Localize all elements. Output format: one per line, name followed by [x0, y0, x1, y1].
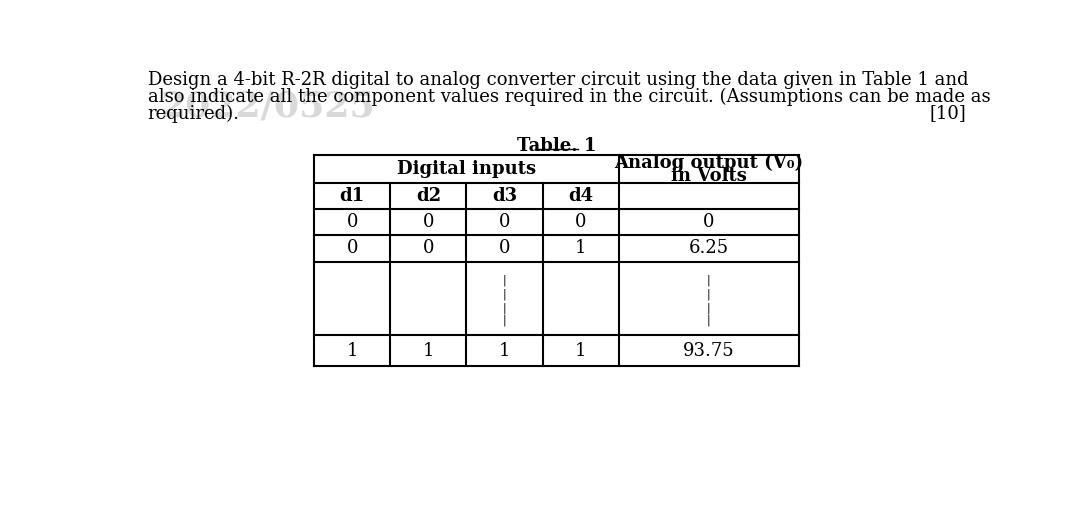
Text: 0: 0: [575, 213, 586, 231]
Text: Digital inputs: Digital inputs: [397, 160, 536, 178]
Text: |: |: [502, 302, 507, 314]
Text: 0: 0: [703, 213, 714, 231]
Text: |: |: [502, 288, 507, 299]
Text: 0: 0: [423, 239, 434, 258]
Text: |: |: [707, 288, 711, 299]
Text: 1: 1: [575, 239, 586, 258]
Text: d1: d1: [339, 187, 365, 205]
Text: required).: required).: [148, 105, 239, 123]
Text: |: |: [502, 274, 507, 286]
Text: d3: d3: [492, 187, 517, 205]
Text: d4: d4: [569, 187, 594, 205]
Text: also indicate all the component values required in the circuit. (Assumptions can: also indicate all the component values r…: [148, 87, 990, 106]
Text: 0: 0: [423, 213, 434, 231]
Text: d2: d2: [416, 187, 441, 205]
Text: 2022/0525: 2022/0525: [161, 89, 375, 123]
Text: |: |: [502, 314, 507, 326]
Text: 0: 0: [347, 239, 358, 258]
Text: 0: 0: [499, 239, 510, 258]
Text: Design a 4-bit R-2R digital to analog converter circuit using the data given in : Design a 4-bit R-2R digital to analog co…: [148, 71, 969, 88]
Text: 1: 1: [423, 342, 434, 360]
Text: Analog output (V₀): Analog output (V₀): [614, 154, 803, 172]
Text: 0: 0: [347, 213, 358, 231]
Text: 6.25: 6.25: [688, 239, 728, 258]
Text: 1: 1: [347, 342, 358, 360]
Text: Table. 1: Table. 1: [517, 137, 597, 155]
Text: 0: 0: [499, 213, 510, 231]
Text: |: |: [707, 314, 711, 326]
Text: 1: 1: [575, 342, 586, 360]
Text: [10]: [10]: [929, 105, 966, 123]
Text: 1: 1: [499, 342, 510, 360]
Text: 93.75: 93.75: [683, 342, 735, 360]
Text: |: |: [707, 302, 711, 314]
Text: in Volts: in Volts: [671, 167, 747, 185]
Text: |: |: [707, 274, 711, 286]
